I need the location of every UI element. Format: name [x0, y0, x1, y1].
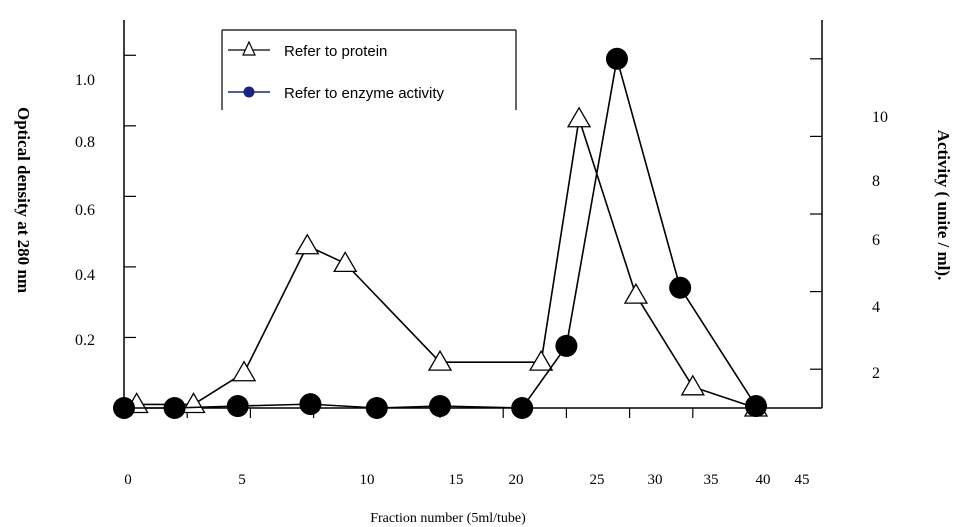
left-y-ticks: 0.2 0.4 0.6 0.8 1.0	[75, 54, 136, 349]
left-y-tick-label: 1.0	[75, 72, 95, 89]
protein-point	[181, 392, 206, 414]
right-y-tick-label: 2	[872, 365, 880, 382]
activity-point	[605, 47, 628, 70]
series-layer	[113, 47, 769, 419]
right-y-tick-label: 4	[872, 299, 880, 316]
x-tick-label: 35	[704, 472, 719, 488]
right-y-tick-label: 6	[872, 232, 880, 249]
left-y-tick-label: 0.4	[75, 267, 95, 284]
left-y-tick-label: 0.8	[75, 134, 95, 151]
protein-point	[566, 106, 592, 128]
right-y-tick-label: 10	[872, 109, 888, 126]
protein-point	[680, 374, 705, 396]
left-y-tick-label: 0.2	[75, 332, 95, 349]
activity-point	[113, 397, 135, 419]
x-tick-label: 40	[756, 472, 771, 488]
legend-marker-activity	[243, 86, 255, 98]
right-y-tick-label: 8	[872, 173, 880, 190]
activity-point	[163, 397, 186, 419]
activity-point	[299, 393, 322, 416]
x-axis-label: Fraction number (5ml/tube)	[370, 511, 526, 526]
protein-point	[623, 282, 649, 304]
x-tick-label: 20	[509, 472, 524, 488]
x-tick-label: 45	[795, 472, 810, 488]
x-tick-label: 0	[124, 472, 132, 488]
activity-point	[226, 395, 249, 418]
activity-point	[555, 334, 578, 357]
protein-point	[295, 233, 320, 255]
legend-marker-protein	[242, 40, 256, 56]
right-y-axis-label: Activity ( unite / ml).	[934, 130, 953, 281]
protein-point	[231, 360, 257, 382]
legend-label-protein: Refer to protein	[284, 43, 387, 60]
left-y-axis-label: Optical density at 280 nm	[14, 107, 33, 293]
activity-point	[745, 395, 767, 418]
left-y-tick-label: 0.6	[75, 202, 95, 219]
x-tick-label: 10	[360, 472, 375, 488]
activity-point	[511, 397, 534, 419]
x-tick-label: 15	[449, 472, 464, 488]
activity-point	[365, 397, 388, 419]
protein-point	[427, 349, 453, 371]
activity-point	[429, 395, 451, 418]
x-tick-label: 5	[238, 472, 246, 488]
x-tick-label: 30	[648, 472, 663, 488]
right-y-ticks: 2 4 6 8 10	[810, 58, 888, 382]
protein-point	[528, 349, 554, 371]
activity-point	[669, 276, 692, 299]
x-ticks: 0 5 10 15 20 25 30 35 40 45	[123, 408, 810, 488]
legend-label-activity: Refer to enzyme activity	[284, 85, 445, 102]
x-tick-label: 25	[590, 472, 605, 488]
legend: Refer to protein Refer to enzyme activit…	[221, 29, 517, 110]
protein-point	[333, 251, 358, 273]
